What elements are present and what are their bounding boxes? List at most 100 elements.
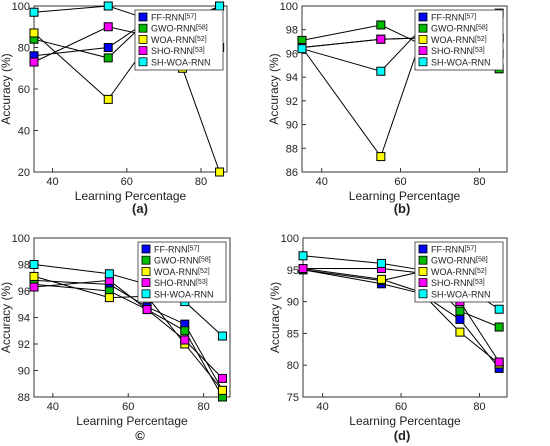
legend-label: WOA-RNN[52] (431, 35, 487, 45)
y-tick-label: 20 (18, 167, 30, 179)
y-tick-label: 98 (18, 260, 30, 272)
data-point-ff-rnn (455, 314, 465, 324)
y-tick-label: 90 (286, 120, 298, 132)
legend-label: FF-RNN[57] (431, 13, 476, 23)
legend-label: SHO-RNN[53] (154, 278, 208, 288)
data-point-sh-woa-rnn (103, 1, 113, 11)
panel-label-d: (d) (394, 428, 411, 443)
y-tick-label: 88 (18, 392, 30, 404)
x-tick-label: 80 (197, 401, 209, 413)
panel-b: 86 88 90 92 94 96 98 100 40 60 80 Learning Percenta… (267, 1, 508, 203)
legend-label: GWO-RNN[58] (154, 256, 211, 266)
y-tick-label: 75 (287, 392, 299, 404)
x-tick-label: 80 (473, 401, 485, 413)
legend-label: GWO-RNN[58] (151, 24, 208, 34)
legend-swatch (418, 46, 428, 55)
x-axis-label: Learning Percentage (349, 414, 461, 428)
legend-label: SH-WOA-RNN (431, 289, 491, 299)
data-point-woa-rnn (29, 28, 39, 38)
data-point-sho-rnn (142, 305, 152, 315)
legend-label: WOA-RNN[52] (431, 267, 487, 277)
y-tick-label: 90 (18, 366, 30, 378)
data-point-woa-rnn (376, 274, 386, 284)
data-point-sh-woa-rnn (104, 269, 114, 279)
x-tick-label: 60 (395, 401, 407, 413)
data-point-sho-rnn (29, 57, 39, 67)
legend-swatch (138, 12, 148, 22)
data-point-ff-rnn (103, 43, 113, 52)
panel-a: 20 40 60 80 100 40 60 80 Learning Percentage Accu… (0, 1, 228, 203)
data-point-sh-woa-rnn (298, 251, 308, 261)
legend-swatch (418, 266, 428, 276)
y-tick-label: 100 (281, 233, 299, 245)
data-point-sho-rnn (103, 22, 113, 32)
legend-swatch (418, 278, 428, 288)
legend-swatch (141, 255, 151, 265)
panel-label-b: (b) (394, 201, 411, 216)
legend-box (134, 9, 224, 71)
legend-swatch (138, 23, 148, 33)
data-point-gwo-rnn (455, 306, 465, 316)
y-tick-label: 88 (286, 143, 298, 155)
legend-box (414, 9, 504, 71)
data-point-woa-rnn (455, 327, 465, 337)
y-tick-label: 60 (18, 84, 30, 96)
legend-swatch (418, 244, 428, 254)
panel-d: 75 80 85 90 95 100 40 60 80 Learning Percentage Ac… (268, 233, 508, 428)
y-tick-label: 95 (287, 265, 299, 277)
x-tick-label: 60 (394, 176, 406, 188)
y-tick-label: 92 (18, 339, 30, 351)
y-tick-label: 80 (287, 360, 299, 372)
legend-box (414, 241, 504, 303)
x-tick-label: 40 (47, 401, 59, 413)
data-point-sh-woa-rnn (215, 1, 225, 11)
legend-label: SH-WOA-RNN (154, 289, 214, 299)
x-tick-label: 60 (122, 401, 134, 413)
y-tick-label: 96 (18, 286, 30, 298)
y-axis-label: Accuracy (%) (0, 53, 13, 124)
legend-label: FF-RNN[57] (431, 245, 476, 255)
data-point-gwo-rnn (494, 322, 504, 332)
legend-label: GWO-RNN[58] (431, 256, 488, 266)
legend-label: FF-RNN[57] (154, 245, 199, 255)
y-tick-label: 85 (287, 328, 299, 340)
data-point-sho-rnn (29, 282, 39, 292)
x-tick-label: 80 (195, 176, 207, 188)
legend-swatch (141, 244, 151, 254)
data-point-sho-rnn (494, 357, 504, 367)
x-tick-label: 60 (121, 176, 133, 188)
data-point-sh-woa-rnn (29, 7, 39, 17)
data-point-sh-woa-rnn (494, 304, 504, 314)
legend-label: WOA-RNN[52] (151, 35, 207, 45)
legend-swatch (138, 57, 148, 67)
data-point-woa-rnn (217, 385, 227, 395)
legend-label: GWO-RNN[58] (431, 24, 488, 34)
data-point-woa-rnn (104, 293, 114, 303)
legend-swatch (418, 57, 428, 67)
x-axis-label: Learning Percentage (76, 414, 188, 428)
y-axis-label: Accuracy (%) (0, 282, 13, 353)
y-tick-label: 86 (286, 167, 298, 179)
data-point-sho-rnn (180, 335, 190, 345)
data-point-sh-woa-rnn (217, 331, 227, 341)
legend-swatch (141, 278, 151, 288)
x-axis-label: Learning Percentage (349, 189, 461, 203)
legend-swatch (141, 266, 151, 276)
data-point-woa-rnn (376, 152, 386, 162)
data-point-sh-woa-rnn (297, 44, 307, 54)
x-axis-label: Learning Percentage (75, 189, 187, 203)
x-tick-label: 40 (316, 176, 328, 188)
data-point-woa-rnn (29, 271, 39, 281)
y-tick-label: 40 (18, 126, 30, 138)
y-tick-label: 100 (12, 233, 30, 245)
data-point-gwo-rnn (180, 326, 190, 336)
legend-label: SH-WOA-RNN (151, 57, 211, 67)
legend-swatch (138, 35, 148, 44)
legend-swatch (418, 12, 428, 22)
x-tick-label: 40 (316, 401, 328, 413)
legend-label: SHO-RNN[53] (431, 278, 485, 288)
legend-swatch (141, 289, 151, 299)
data-point-sh-woa-rnn (376, 66, 386, 76)
panel-label-c: © (135, 428, 145, 443)
legend-swatch (418, 255, 428, 265)
